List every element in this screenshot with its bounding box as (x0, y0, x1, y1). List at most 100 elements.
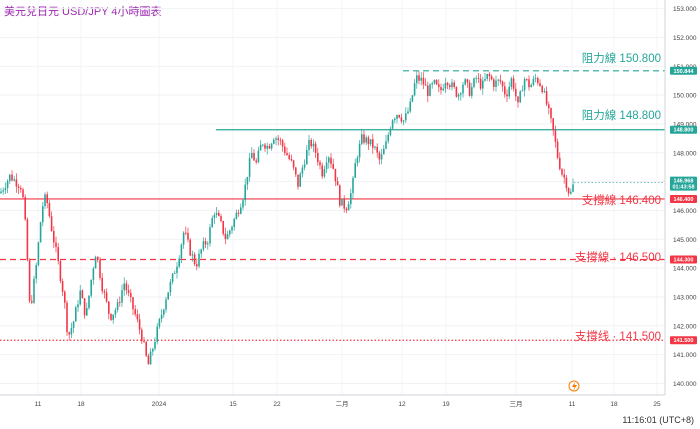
x-tick-label: 18 (77, 401, 85, 408)
candle-body (336, 181, 339, 186)
candle-body (147, 355, 150, 365)
candle-body (290, 158, 293, 161)
y-tick-label: 142.000 (673, 323, 697, 330)
candle-body (268, 145, 271, 149)
candle-body (539, 83, 541, 87)
candle-body (229, 230, 231, 235)
candle-body (130, 292, 132, 298)
candle-body (39, 222, 42, 243)
candle-body (475, 78, 477, 79)
candle-body (22, 189, 24, 198)
candle-body (561, 169, 563, 175)
candle-body (288, 155, 290, 159)
candle-body (123, 283, 125, 291)
candle-body (299, 173, 301, 187)
candle-body (356, 157, 359, 164)
timestamp: 11:16:01 (UTC+8) (622, 415, 694, 425)
level-label: 阻力線 150.800 (582, 51, 661, 65)
candle-body (376, 146, 378, 153)
level-tag-label: 150.844 (674, 69, 695, 75)
candle-body (317, 152, 319, 163)
event-marker-icon (568, 380, 580, 392)
candle-body (88, 295, 90, 309)
candle-body (570, 191, 572, 194)
candle-body (303, 164, 306, 168)
y-tick-label: 149.000 (673, 121, 697, 128)
candle-body (48, 203, 51, 217)
y-tick-label: 148.000 (673, 150, 697, 157)
candle-body (453, 82, 455, 88)
candle-body (198, 253, 200, 267)
y-tick-label: 150.000 (673, 93, 697, 100)
level-tag-label: 146.400 (674, 197, 694, 203)
candle-body (259, 144, 262, 151)
candle-body (424, 84, 427, 86)
candle-body (312, 143, 315, 147)
candle-body (332, 164, 334, 169)
candle-body (226, 234, 229, 240)
candle-body (72, 321, 75, 328)
candle-body (180, 244, 183, 259)
candle-body (213, 214, 216, 219)
candle-body (6, 180, 9, 189)
candle-body (132, 297, 134, 310)
grid (0, 0, 665, 395)
candle-body (209, 227, 211, 244)
candle-body (35, 265, 37, 279)
candle-body (534, 77, 537, 79)
candle-body (501, 81, 504, 87)
candle-body (431, 83, 433, 85)
candle-body (556, 141, 559, 158)
candle-body (224, 233, 227, 240)
candle-body (286, 152, 288, 156)
candle-body (493, 79, 495, 87)
candle-body (24, 197, 26, 220)
y-tick-label: 153.000 (673, 6, 697, 13)
candle-body (178, 258, 180, 267)
candle-body (400, 117, 403, 122)
candle-body (4, 188, 7, 191)
candle-body (185, 232, 187, 234)
candle-body (127, 290, 130, 293)
candle-body (202, 241, 205, 250)
candle-body (548, 104, 550, 109)
candle-body (242, 200, 244, 208)
candle-body (565, 177, 568, 189)
candlesticks (0, 70, 574, 365)
candle-body (486, 73, 488, 79)
candle-body (28, 260, 31, 301)
candle-body (339, 185, 341, 206)
candle-body (75, 307, 77, 322)
countdown-label: 01:43:58 (672, 185, 694, 191)
candle-body (506, 94, 508, 97)
candle-body (17, 186, 20, 188)
candle-body (86, 308, 88, 316)
candle-body (394, 118, 396, 121)
candle-body (352, 177, 354, 194)
candle-body (369, 139, 372, 145)
candle-body (462, 84, 464, 94)
x-tick-label: 11 (569, 401, 576, 408)
candle-body (405, 113, 407, 121)
candle-body (15, 179, 18, 187)
candle-body (66, 302, 68, 333)
candle-body (233, 218, 235, 227)
candle-body (44, 194, 46, 207)
level-label: 支撐線 · 146.500 (575, 250, 661, 264)
level-tag (670, 255, 697, 264)
candle-body (490, 76, 493, 80)
candle-body (264, 144, 266, 149)
candle-body (281, 140, 284, 147)
candle-body (442, 88, 444, 91)
candle-body (279, 139, 282, 141)
candle-body (103, 291, 106, 293)
candle-body (99, 259, 101, 278)
y-tick-label: 140.000 (673, 381, 697, 388)
candle-body (328, 157, 330, 163)
candle-body (563, 174, 565, 178)
candle-body (325, 162, 328, 170)
candle-body (11, 174, 13, 181)
candle-body (0, 191, 2, 194)
candle-body (218, 212, 220, 217)
